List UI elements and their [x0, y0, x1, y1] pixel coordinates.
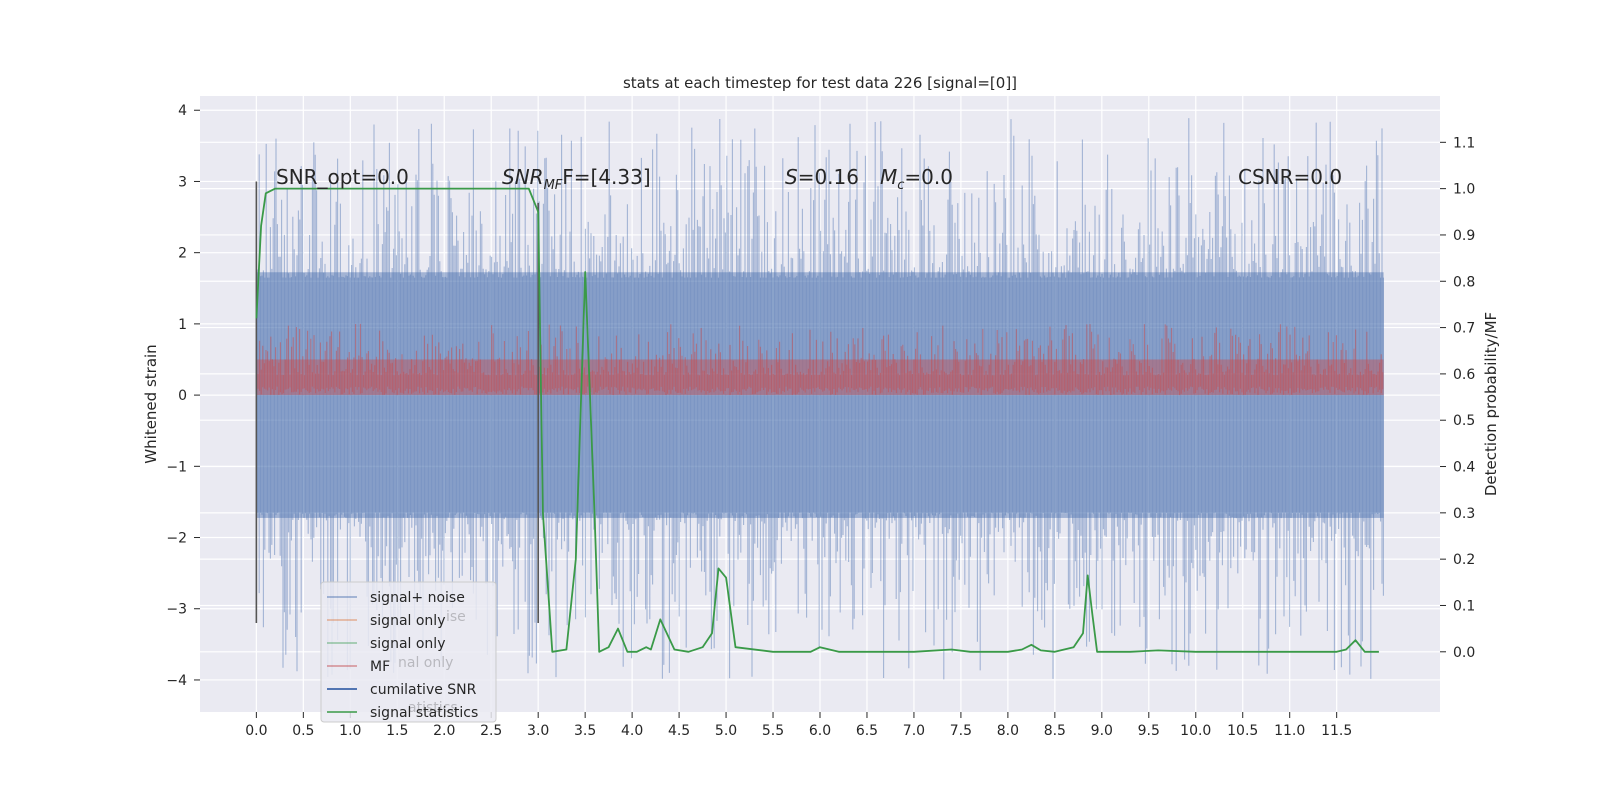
y-tick-label: 3	[178, 174, 187, 190]
legend-ghost-signal-only: nal only	[398, 655, 453, 671]
annotation-snr-opt: SNR_opt=0.0	[276, 165, 409, 189]
x-tick-label: 8.5	[1044, 723, 1066, 739]
legend-label: signal only	[370, 613, 445, 629]
y2-tick-label: 1.0	[1453, 182, 1475, 198]
grid	[200, 96, 1440, 712]
legend: ise nal only atistics signal+ noisesigna…	[320, 581, 497, 723]
y2-tick-label: 0.0	[1453, 645, 1475, 661]
x-tick-label: 0.5	[292, 723, 314, 739]
y-tick-label: 4	[178, 103, 187, 119]
legend-ghost-noise: ise	[446, 609, 466, 625]
y2-tick-label: 0.8	[1453, 274, 1475, 290]
annotation-s-rest: =0.16	[798, 165, 859, 189]
x-tick-label: 11.0	[1274, 723, 1305, 739]
y2-tick-label: 0.9	[1453, 228, 1475, 244]
legend-label: signal only	[370, 636, 445, 652]
legend-ghost-statistics: atistics	[408, 700, 458, 716]
annotation-snr-mf-rest: F=[4.33]	[562, 165, 650, 189]
signal-statistics-line	[255, 187, 1379, 653]
y-tick-label: −2	[166, 531, 187, 547]
legend-frame	[320, 581, 497, 723]
y2-tick-label: 0.5	[1453, 413, 1475, 429]
y-tick-label: 2	[178, 246, 187, 262]
y-tick-label: −3	[166, 602, 187, 618]
y2-tick-label: 0.7	[1453, 321, 1475, 337]
signal-noise-core	[256, 272, 1384, 518]
y2-tick-label: 1.1	[1453, 135, 1475, 151]
x-tick-label: 9.0	[1091, 723, 1113, 739]
x-tick-label: 7.5	[950, 723, 972, 739]
x-tick-label: 1.0	[339, 723, 361, 739]
legend-entries: signal+ noise signal only signal only MF cum…	[327, 590, 478, 721]
chart-title: stats at each timestep for test data 226…	[623, 74, 1017, 92]
x-tick-label: 6.5	[856, 723, 878, 739]
annotation-snr-mf-main: SNR	[502, 165, 544, 189]
x-tick-label: 5.5	[762, 723, 784, 739]
x-tick-label: 10.0	[1180, 723, 1211, 739]
annotation-mc-sub: c	[897, 178, 904, 193]
x-tick-label: 11.5	[1321, 723, 1352, 739]
annotation-s: S=0.16	[785, 165, 859, 189]
y2-axis-title: Detection probability/MF	[1482, 312, 1500, 496]
x-tick-label: 4.0	[621, 723, 643, 739]
legend-label: signal statistics	[370, 705, 478, 721]
annotation-snr-mf-sub: MF	[544, 178, 563, 193]
x-tick-label: 9.5	[1138, 723, 1160, 739]
legend-label: cumilative SNR	[370, 682, 477, 698]
y2-tick-label: 0.4	[1453, 460, 1475, 476]
annotation-csnr: CSNR=0.0	[1238, 165, 1342, 189]
x-tick-label: 10.5	[1227, 723, 1258, 739]
x-tick-label: 2.0	[433, 723, 455, 739]
y-tick-label: 1	[178, 317, 187, 333]
annotation-mc-main: M	[880, 165, 897, 189]
y-tick-label: −1	[166, 459, 187, 475]
x-tick-label: 3.5	[574, 723, 596, 739]
annotation-s-main: S	[785, 165, 798, 189]
x-tick-label: 3.0	[527, 723, 549, 739]
y-tick-label: −4	[166, 673, 187, 689]
y-tick-label: 0	[178, 388, 187, 404]
data-marks	[255, 118, 1384, 680]
x-tick-label: 6.0	[809, 723, 831, 739]
legend-label: signal+ noise	[370, 590, 465, 606]
x-tick-label: 8.0	[997, 723, 1019, 739]
axes: 0.0 0.5 1.0 1.5 2.0 2.5 3.0 3.5 4.0 4.5 5.0 5.5 6.0 6…	[166, 103, 1475, 739]
x-tick-label: 4.5	[668, 723, 690, 739]
x-tick-label: 1.5	[386, 723, 408, 739]
legend-label: MF	[370, 659, 390, 675]
y2-tick-label: 0.3	[1453, 506, 1475, 522]
annotation-snr-mf: SNRMFF=[4.33]	[502, 165, 651, 193]
y2-tick-label: 0.1	[1453, 598, 1475, 614]
y2-tick-label: 0.6	[1453, 367, 1475, 383]
annotation-mc: Mc=0.0	[880, 165, 953, 193]
x-tick-label: 0.0	[245, 723, 267, 739]
x-tick-label: 2.5	[480, 723, 502, 739]
y-axis-title: Whitened strain	[142, 344, 160, 463]
x-tick-label: 5.0	[715, 723, 737, 739]
x-tick-label: 7.0	[903, 723, 925, 739]
annotation-mc-rest: =0.0	[904, 165, 953, 189]
y2-tick-label: 0.2	[1453, 552, 1475, 568]
